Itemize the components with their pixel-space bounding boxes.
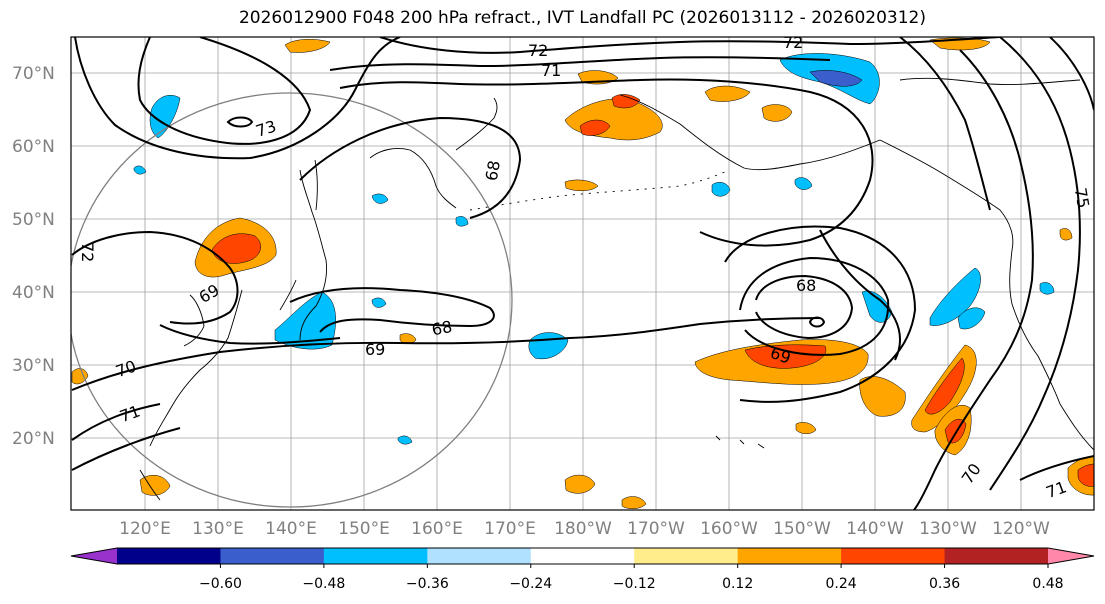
positive-anomaly-region xyxy=(924,357,965,415)
lon-label: 180°W xyxy=(554,519,612,539)
positive-anomaly-region xyxy=(564,179,599,191)
colorbar-swatch xyxy=(634,548,739,564)
colorbar-tick-label: −0.12 xyxy=(613,576,656,592)
negative-anomaly-region xyxy=(929,267,981,326)
lon-label: 150°W xyxy=(773,519,831,539)
closed-contour xyxy=(808,316,826,328)
positive-anomaly-region xyxy=(859,376,906,417)
longitude-labels: 120°E 130°E 140°E 150°E 160°E 170°E 180°… xyxy=(119,519,1050,539)
contour-label: 75 xyxy=(1071,186,1093,209)
colorbar-swatch xyxy=(323,548,428,564)
contour-label: 71 xyxy=(541,61,561,80)
negative-anomaly-region xyxy=(133,165,147,175)
negative-anomaly-region xyxy=(371,297,387,308)
colorbar-swatch xyxy=(944,548,1049,564)
lon-label: 160°W xyxy=(700,519,758,539)
contour-label: 69 xyxy=(365,340,385,359)
positive-anomaly-region xyxy=(761,104,793,122)
colorbar-swatch xyxy=(220,548,325,564)
lon-label: 160°E xyxy=(411,519,463,539)
lat-label: 40°N xyxy=(12,283,55,303)
lon-label: 130°W xyxy=(919,519,977,539)
colorbar: −0.60 −0.48 −0.36 −0.24 −0.12 0.12 0.24 0.36 0.4… xyxy=(70,547,1095,592)
lat-label: 50°N xyxy=(12,210,55,230)
negative-anomaly-region xyxy=(455,216,469,227)
contour-label: 72 xyxy=(783,33,803,52)
colorbar-extend-high xyxy=(1048,548,1094,564)
coastlines xyxy=(139,77,1094,501)
lat-label: 60°N xyxy=(12,137,55,157)
colorbar-tick-label: 0.48 xyxy=(1032,576,1063,592)
lat-label: 20°N xyxy=(12,429,55,449)
ivt-anomaly-shading xyxy=(71,37,1094,509)
negative-anomaly-region xyxy=(711,182,731,197)
colorbar-tick-label: 0.12 xyxy=(722,576,753,592)
contour-label: 72 xyxy=(528,41,548,60)
colorbar-tick-label: −0.48 xyxy=(302,576,345,592)
colorbar-swatch xyxy=(530,548,635,564)
lon-label: 120°E xyxy=(119,519,171,539)
lat-label: 70°N xyxy=(12,64,55,84)
positive-anomaly-region xyxy=(71,368,89,385)
colorbar-tick-label: −0.36 xyxy=(406,576,449,592)
contour-label: 68 xyxy=(482,159,504,182)
contour-label: 68 xyxy=(796,276,816,295)
negative-anomaly-region xyxy=(149,95,181,139)
colorbar-swatch xyxy=(841,548,946,564)
closed-contour xyxy=(226,116,254,128)
refractivity-contours xyxy=(71,37,1094,510)
lat-label: 30°N xyxy=(12,356,55,376)
positive-anomaly-region xyxy=(1077,463,1094,487)
lon-label: 170°W xyxy=(627,519,685,539)
positive-anomaly-region xyxy=(795,422,817,434)
positive-anomaly-region xyxy=(139,474,171,496)
positive-anomaly-region xyxy=(744,344,827,369)
contour-label: 68 xyxy=(430,317,453,339)
colorbar-outline xyxy=(70,547,1095,565)
reference-circle xyxy=(71,92,513,508)
positive-anomaly-region xyxy=(399,333,417,344)
positive-anomaly-region xyxy=(564,474,596,494)
negative-anomaly-region xyxy=(1039,282,1055,295)
colorbar-swatch xyxy=(117,548,221,564)
positive-anomaly-region xyxy=(579,119,611,136)
positive-anomaly-region xyxy=(621,496,647,509)
negative-anomaly-region xyxy=(794,177,813,190)
lon-label: 170°E xyxy=(484,519,536,539)
lon-label: 140°E xyxy=(265,519,317,539)
colorbar-swatch xyxy=(427,548,532,564)
colorbar-tick-label: 0.24 xyxy=(826,576,857,592)
positive-anomaly-region xyxy=(704,85,751,102)
negative-anomaly-region xyxy=(397,435,413,445)
latitude-labels: 70°N 60°N 50°N 40°N 30°N 20°N xyxy=(12,64,55,449)
positive-anomaly-region xyxy=(1059,228,1073,241)
chart-title: 2026012900 F048 200 hPa refract., IVT La… xyxy=(238,8,926,28)
lon-label: 140°W xyxy=(846,519,904,539)
negative-anomaly-region xyxy=(809,70,863,87)
colorbar-tick-label: −0.60 xyxy=(199,576,242,592)
negative-anomaly-region xyxy=(957,307,986,330)
positive-anomaly-region xyxy=(284,39,331,53)
contour-label: 72 xyxy=(78,242,97,262)
negative-anomaly-region xyxy=(371,193,389,204)
colorbar-tick-label: 0.36 xyxy=(929,576,960,592)
map-frame xyxy=(70,36,1095,511)
lon-label: 150°E xyxy=(338,519,390,539)
colorbar-extend-low xyxy=(71,548,117,564)
lon-label: 120°W xyxy=(992,519,1050,539)
lon-label: 130°E xyxy=(192,519,244,539)
colorbar-tick-label: −0.24 xyxy=(509,576,552,592)
colorbar-swatch xyxy=(737,548,842,564)
